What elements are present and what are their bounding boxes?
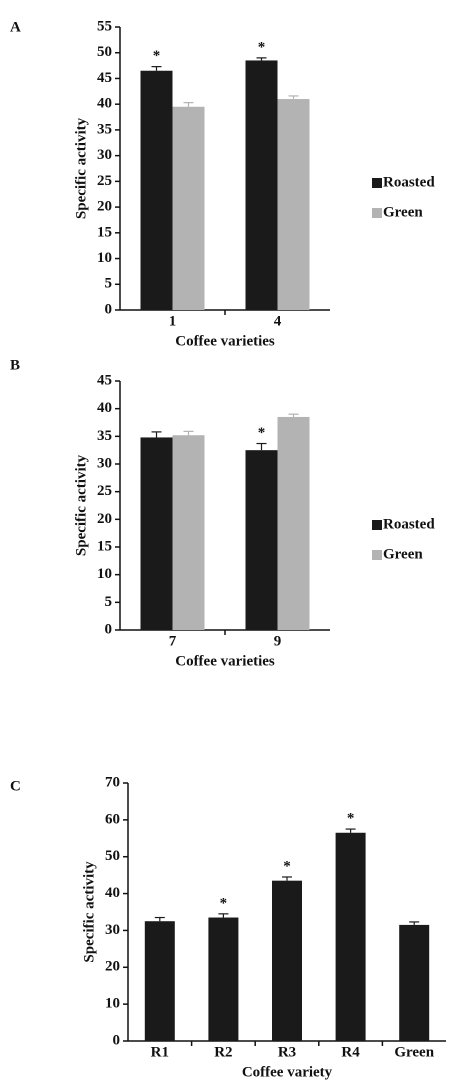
- x-tick-label: 9: [274, 633, 282, 649]
- x-axis-title: Coffee varieties: [175, 653, 275, 669]
- y-tick-label: 25: [97, 483, 112, 499]
- legend-swatch: [372, 178, 382, 188]
- y-tick-label: 30: [97, 147, 112, 163]
- x-tick-label: R1: [151, 1044, 169, 1060]
- y-tick-label: 45: [97, 70, 112, 86]
- bar: [399, 924, 430, 1041]
- y-tick-label: 45: [97, 372, 112, 388]
- y-tick-label: 5: [105, 276, 113, 292]
- legend-swatch: [372, 550, 382, 560]
- y-tick-label: 10: [105, 996, 120, 1012]
- x-tick-label: 1: [169, 313, 177, 329]
- y-tick-label: 20: [97, 511, 112, 527]
- y-tick-label: 15: [97, 224, 112, 240]
- significance-marker: *: [347, 811, 355, 827]
- y-axis-title: Specific activity: [73, 117, 89, 219]
- x-tick-label: Green: [394, 1044, 434, 1060]
- y-tick-label: 10: [97, 566, 112, 582]
- y-tick-label: 15: [97, 538, 112, 554]
- y-tick-label: 70: [105, 774, 120, 790]
- y-tick-label: 20: [97, 199, 112, 215]
- bar: [277, 416, 310, 630]
- y-tick-label: 30: [97, 455, 112, 471]
- significance-marker: *: [153, 48, 161, 64]
- y-tick-label: 5: [105, 594, 113, 610]
- bar: [140, 437, 173, 630]
- y-tick-label: 20: [105, 959, 120, 975]
- x-tick-label: 7: [169, 633, 177, 649]
- bar: [335, 832, 366, 1041]
- legend-swatch: [372, 208, 382, 218]
- x-tick-label: 4: [274, 313, 282, 329]
- y-axis-title: Specific activity: [73, 454, 89, 556]
- y-tick-label: 50: [105, 848, 120, 864]
- panel-label: C: [10, 778, 21, 794]
- y-tick-label: 50: [97, 44, 112, 60]
- bar: [208, 917, 239, 1041]
- x-axis-title: Coffee varieties: [175, 333, 275, 349]
- y-axis-title: Specific activity: [81, 861, 97, 963]
- legend-label: Green: [383, 546, 423, 562]
- y-tick-label: 60: [105, 811, 120, 827]
- bar: [245, 450, 278, 630]
- panel-label: B: [10, 357, 20, 373]
- bar: [172, 435, 205, 630]
- y-tick-label: 0: [113, 1032, 121, 1048]
- y-tick-label: 40: [97, 96, 112, 112]
- y-tick-label: 35: [97, 121, 112, 137]
- significance-marker: *: [258, 39, 266, 55]
- bar: [245, 60, 278, 311]
- y-tick-label: 10: [97, 250, 112, 266]
- y-tick-label: 40: [105, 885, 120, 901]
- legend-swatch: [372, 520, 382, 530]
- significance-marker: *: [220, 895, 228, 911]
- y-tick-label: 0: [105, 621, 113, 637]
- bar: [277, 99, 310, 310]
- legend-label: Roasted: [383, 516, 435, 532]
- significance-marker: *: [283, 858, 291, 874]
- x-tick-label: R2: [214, 1044, 232, 1060]
- y-tick-label: 55: [97, 18, 112, 34]
- bar: [144, 921, 175, 1041]
- x-tick-label: R3: [278, 1044, 296, 1060]
- y-tick-label: 40: [97, 400, 112, 416]
- panel-label: A: [10, 19, 21, 35]
- x-tick-label: R4: [341, 1044, 360, 1060]
- significance-marker: *: [258, 425, 266, 441]
- y-tick-label: 30: [105, 922, 120, 938]
- legend-label: Green: [383, 204, 423, 220]
- x-axis-title: Coffee variety: [242, 1064, 333, 1080]
- bar: [140, 70, 173, 311]
- bar: [172, 106, 205, 310]
- y-tick-label: 25: [97, 173, 112, 189]
- legend-label: Roasted: [383, 174, 435, 190]
- y-tick-label: 35: [97, 428, 112, 444]
- bar: [272, 880, 302, 1041]
- y-tick-label: 0: [105, 301, 113, 317]
